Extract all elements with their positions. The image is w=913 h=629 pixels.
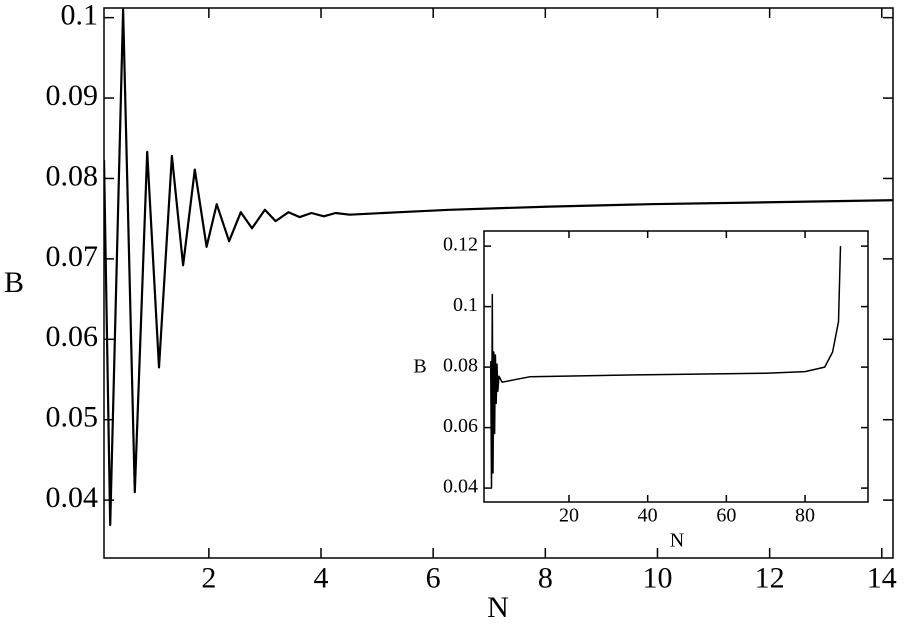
y-tick-label: 0.1 — [453, 294, 478, 316]
y-axis-label: B — [4, 266, 24, 299]
y-tick-label: 0.06 — [46, 320, 99, 353]
y-tick-label: 0.08 — [443, 355, 478, 377]
x-axis-label: N — [670, 530, 684, 552]
y-tick-label: 0.07 — [46, 240, 99, 273]
y-tick-label: 0.06 — [443, 415, 478, 437]
y-tick-label: 0.04 — [443, 476, 478, 498]
y-tick-label: 0.09 — [46, 79, 99, 112]
x-tick-label: 6 — [426, 561, 441, 594]
x-tick-label: 10 — [642, 561, 672, 594]
x-tick-label: 80 — [795, 505, 815, 527]
chart: 20 40 60 80 0.04 0.06 0.08 0.1 0.12 N B — [413, 230, 869, 552]
data-line — [489, 246, 842, 489]
y-tick-label: 0.1 — [61, 0, 99, 32]
y-tick-label: 0.05 — [46, 401, 99, 434]
data-line — [104, 8, 893, 527]
y-tick-label: 0.04 — [46, 481, 99, 514]
x-tick-label: 12 — [755, 561, 785, 594]
plot-area — [483, 230, 869, 503]
x-tick-label: 14 — [867, 561, 897, 594]
x-axis-label: N — [487, 591, 509, 624]
y-tick-label: 0.08 — [46, 159, 99, 192]
x-tick-label: 4 — [314, 561, 329, 594]
y-axis-label: B — [413, 356, 426, 378]
x-tick-label: 20 — [559, 505, 579, 527]
x-tick-label: 2 — [201, 561, 216, 594]
x-tick-label: 8 — [538, 561, 553, 594]
x-tick-label: 40 — [638, 505, 658, 527]
x-tick-label: 60 — [716, 505, 736, 527]
y-tick-label: 0.12 — [443, 234, 478, 256]
